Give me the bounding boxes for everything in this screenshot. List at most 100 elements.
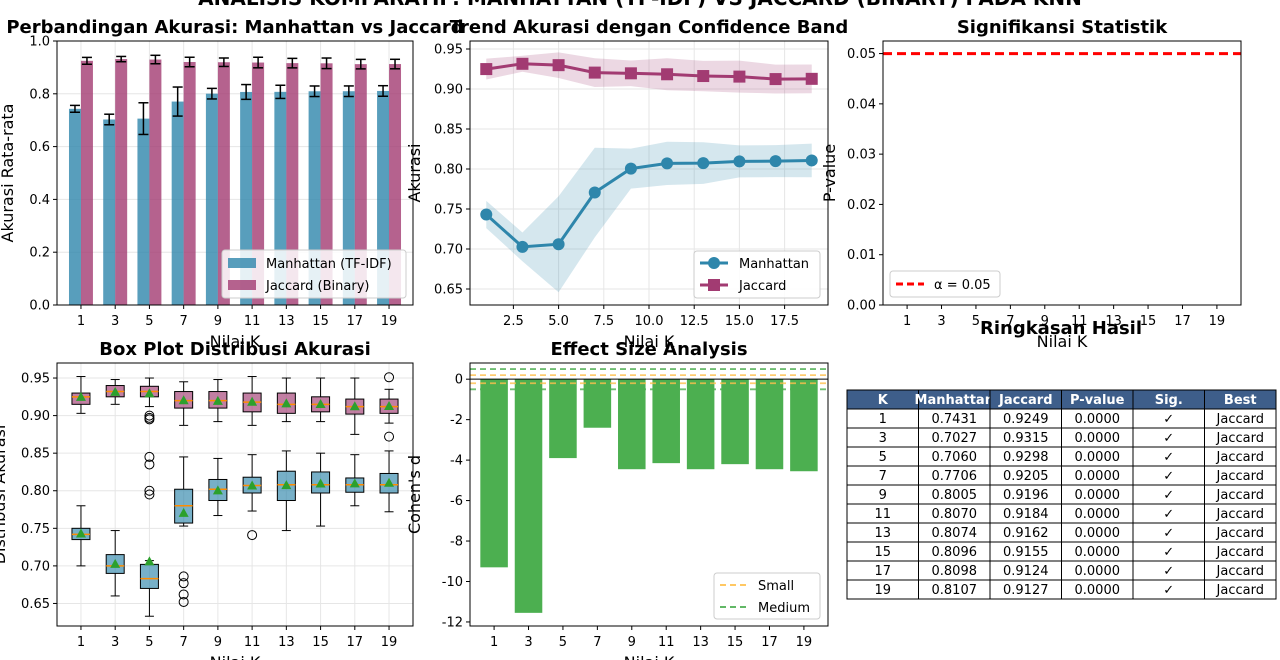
axes-frame bbox=[56, 362, 414, 627]
x-tick-label: 2.5 bbox=[503, 314, 524, 329]
x-tick-label: 7 bbox=[180, 314, 188, 329]
chart-title: Effect Size Analysis bbox=[550, 339, 747, 360]
bar bbox=[549, 379, 577, 459]
x-tick-label: 13 bbox=[692, 635, 709, 650]
table-cell-value: Jaccard bbox=[1216, 545, 1264, 560]
data-point bbox=[480, 208, 493, 221]
x-axis-label: Nilai K bbox=[210, 653, 261, 660]
x-tick-label: 11 bbox=[244, 314, 261, 329]
box-outlier bbox=[144, 414, 155, 425]
table-cell-value: 0.8096 bbox=[932, 545, 978, 560]
y-tick-label: 0.00 bbox=[847, 299, 876, 314]
x-tick-label: 5 bbox=[972, 314, 980, 329]
data-point bbox=[697, 157, 710, 170]
box-outlier bbox=[144, 489, 155, 500]
table-title: Ringkasan Hasil bbox=[980, 318, 1142, 339]
data-point bbox=[516, 57, 529, 70]
table-cell-value: 0.9205 bbox=[1003, 469, 1049, 484]
table-cell-value: ✓ bbox=[1163, 526, 1174, 541]
bar bbox=[308, 91, 321, 306]
bar bbox=[652, 379, 680, 464]
table-cell-value: ✓ bbox=[1163, 583, 1174, 598]
table-cell-value: 9 bbox=[879, 488, 887, 503]
series-line bbox=[486, 62, 812, 81]
box-mean-marker bbox=[212, 395, 223, 405]
bar bbox=[80, 60, 93, 305]
x-tick-label: 3 bbox=[111, 635, 119, 650]
box-mean-marker bbox=[247, 396, 258, 406]
x-tick-label: 5 bbox=[145, 635, 153, 650]
bar bbox=[183, 61, 196, 305]
table-cell-value: 0.0000 bbox=[1075, 564, 1121, 579]
bar bbox=[354, 64, 367, 305]
y-tick-label: 0.02 bbox=[847, 198, 876, 213]
data-point bbox=[769, 155, 782, 168]
x-axis-label: Nilai K bbox=[1037, 332, 1088, 351]
box-mean-marker bbox=[178, 507, 189, 517]
box-mean-marker bbox=[75, 528, 86, 538]
table-cell-value: ✓ bbox=[1163, 431, 1174, 446]
y-tick-label: 0.70 bbox=[434, 243, 463, 258]
box-outlier bbox=[178, 571, 189, 582]
box-mean-marker bbox=[110, 386, 121, 396]
bar bbox=[755, 379, 784, 470]
x-tick-label: 3 bbox=[111, 314, 119, 329]
y-tick-label: 0.80 bbox=[21, 484, 50, 499]
table-cell-value: 13 bbox=[874, 526, 891, 541]
x-tick-label: 17.5 bbox=[770, 314, 799, 329]
table-cell-value: 0.8005 bbox=[932, 488, 978, 503]
legend-label: Manhattan (TF-IDF) bbox=[266, 257, 392, 272]
table-cell-value: ✓ bbox=[1163, 488, 1174, 503]
x-tick-label: 19 bbox=[796, 635, 813, 650]
bar bbox=[171, 101, 184, 305]
confidence-band bbox=[486, 141, 812, 293]
bar bbox=[342, 91, 355, 305]
bar bbox=[286, 63, 299, 305]
table-cell-value: 0.9124 bbox=[1003, 564, 1049, 579]
y-tick-label: 0.4 bbox=[29, 193, 50, 208]
table-cell-value: Jaccard bbox=[1216, 450, 1264, 465]
axes-frame bbox=[469, 362, 829, 627]
table-header-label: K bbox=[878, 393, 889, 408]
x-tick-label: 17 bbox=[347, 314, 364, 329]
table-cell-value: 0.8107 bbox=[932, 583, 978, 598]
y-tick-label: 0.0 bbox=[29, 299, 50, 314]
y-tick-label: 0.85 bbox=[434, 123, 463, 138]
x-tick-label: 15 bbox=[727, 635, 744, 650]
box-mean-marker bbox=[349, 478, 360, 488]
box-mean-marker bbox=[144, 388, 155, 398]
chart-title: Signifikansi Statistik bbox=[957, 17, 1168, 38]
data-point bbox=[661, 157, 674, 170]
legend-label: Manhattan bbox=[739, 257, 809, 272]
table-cell-value: 15 bbox=[874, 545, 891, 560]
y-tick-label: -10 bbox=[442, 575, 463, 590]
x-tick-label: 11 bbox=[1071, 314, 1088, 329]
box-mean-marker bbox=[349, 401, 360, 411]
y-tick-label: 0.70 bbox=[21, 559, 50, 574]
x-tick-label: 5.0 bbox=[548, 314, 569, 329]
legend-label: Jaccard bbox=[738, 279, 786, 294]
legend-marker bbox=[708, 257, 720, 269]
table-cell-value: 0.0000 bbox=[1075, 450, 1121, 465]
data-point bbox=[661, 68, 674, 81]
y-tick-label: 0.65 bbox=[21, 597, 50, 612]
data-point bbox=[697, 70, 710, 83]
legend-swatch bbox=[228, 258, 256, 268]
bar bbox=[514, 379, 543, 613]
x-tick-label: 9 bbox=[214, 314, 222, 329]
table-cell-value: 0.0000 bbox=[1075, 469, 1121, 484]
data-point bbox=[588, 186, 601, 199]
y-tick-label: 0.2 bbox=[29, 246, 50, 261]
table-cell-value: 0.0000 bbox=[1075, 526, 1121, 541]
axes-frame bbox=[56, 40, 414, 306]
table-header-label: Best bbox=[1224, 393, 1257, 408]
panel-boxplot: 0.65 0.70 0.75 0.80 0.85 0.90 0.95 Box Plot Dis… bbox=[0, 339, 414, 660]
bar bbox=[389, 64, 402, 305]
y-axis-label: Akurasi bbox=[405, 143, 424, 202]
x-tick-label: 15 bbox=[1140, 314, 1157, 329]
data-point bbox=[733, 70, 746, 83]
table-cell-value: ✓ bbox=[1163, 564, 1174, 579]
box-outlier bbox=[144, 451, 155, 462]
x-tick-label: 15 bbox=[312, 314, 329, 329]
